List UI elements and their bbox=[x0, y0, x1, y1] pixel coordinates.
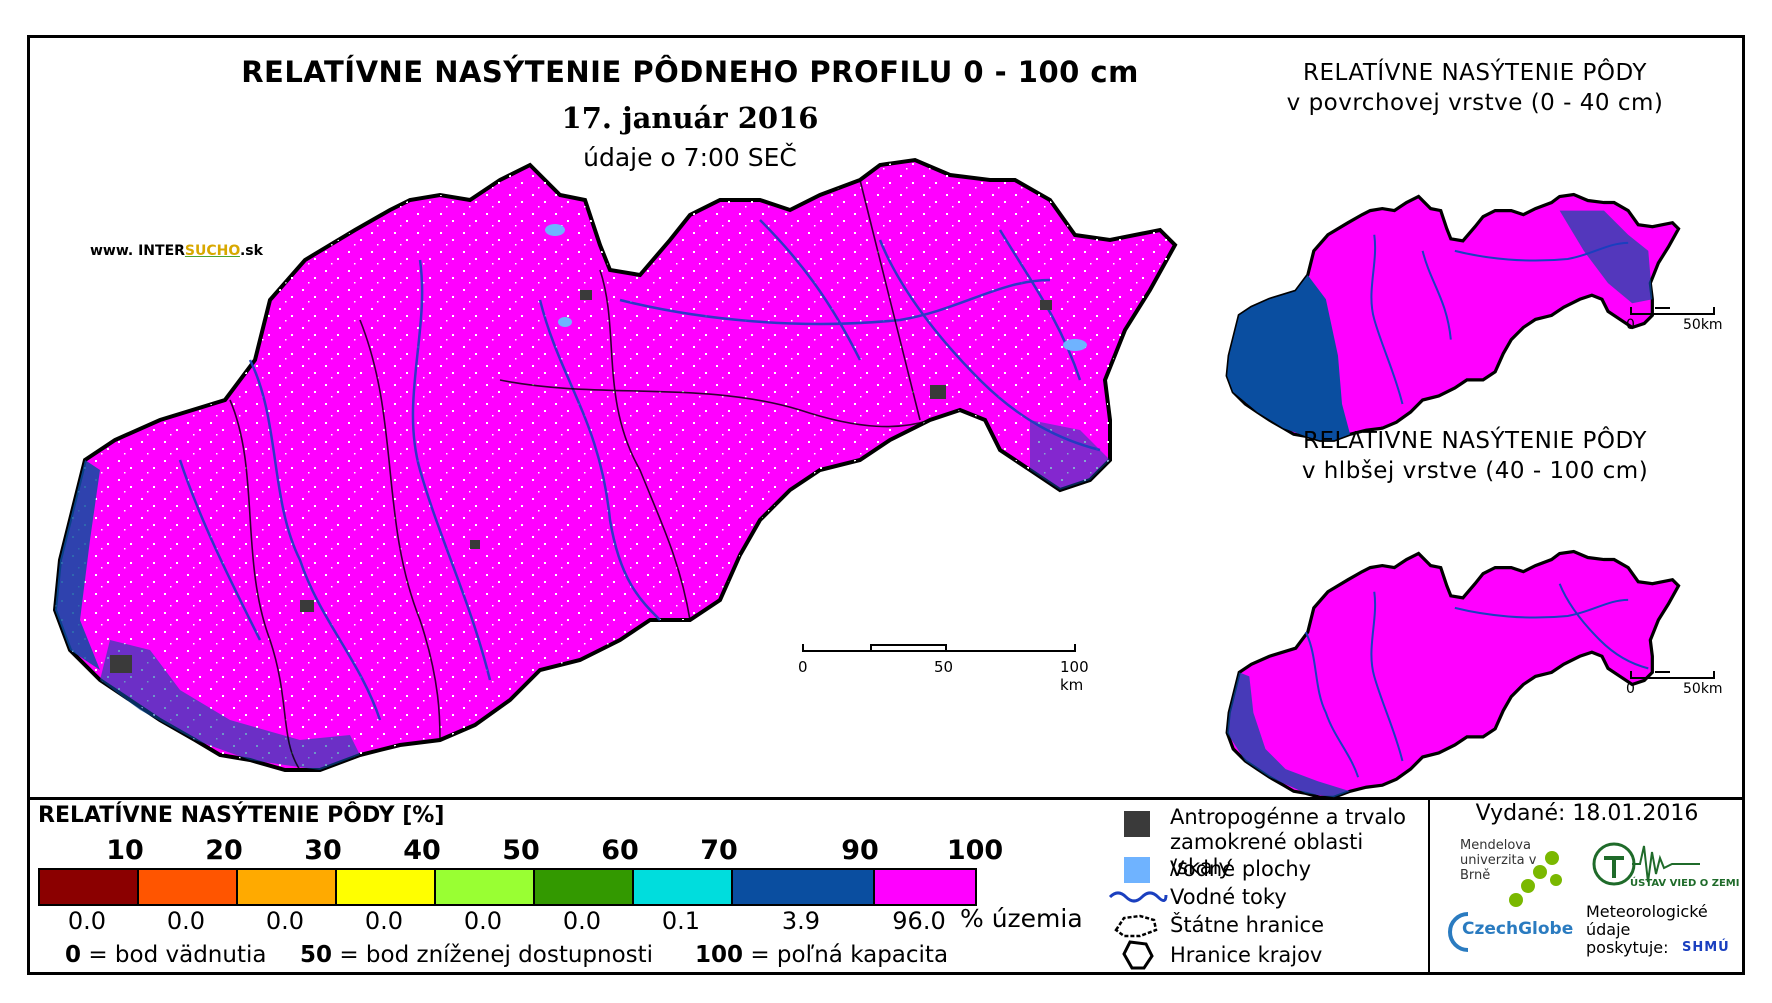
website-link[interactable]: www. INTERSUCHO.sk bbox=[90, 243, 263, 259]
legend-swatch bbox=[238, 870, 337, 904]
issued-date: Vydané: 18.01.2016 bbox=[1475, 801, 1699, 826]
side-scale-bar-2: 0 50km bbox=[1625, 669, 1735, 699]
ustav-logo-text: ÚSTAV VIED O ZEMI bbox=[1630, 878, 1740, 889]
map-frame bbox=[27, 35, 1745, 975]
separator-issued bbox=[1428, 797, 1430, 975]
legend-percent: 0.0 bbox=[166, 907, 206, 935]
wet-area-west bbox=[55, 460, 100, 670]
anthropogenic-areas bbox=[110, 290, 1052, 673]
legend-percent: 3.9 bbox=[781, 907, 821, 935]
anthropogenic-swatch-icon bbox=[1124, 811, 1150, 837]
side-map-2-title: RELATÍVNE NASÝTENIE PÔDY v hlbšej vrstve… bbox=[1301, 428, 1649, 484]
legend-threshold: 20 bbox=[205, 835, 243, 866]
slovakia-surface-layer bbox=[1225, 192, 1681, 442]
legend-region-border: Hranice krajov bbox=[1170, 943, 1323, 967]
legend-percent: 0.0 bbox=[265, 907, 305, 935]
legend-swatch bbox=[40, 870, 139, 904]
legend-definition: 100 = poľná kapacita bbox=[695, 942, 949, 968]
mendel-logo-text: Mendelova univerzita v Brně bbox=[1460, 838, 1537, 883]
legend-threshold: 100 bbox=[946, 835, 1004, 866]
legend-band bbox=[27, 797, 1745, 978]
legend-percent: 96.0 bbox=[892, 907, 946, 935]
map-time: údaje o 7:00 SEČ bbox=[583, 143, 797, 172]
state-border-icon bbox=[1114, 914, 1158, 938]
legend-swatch bbox=[733, 870, 875, 904]
legend-water-streams: Vodné toky bbox=[1170, 885, 1287, 909]
legend-state-border: Štátne hranice bbox=[1170, 913, 1324, 937]
legend-swatch bbox=[436, 870, 535, 904]
rivers bbox=[178, 219, 1101, 721]
legend-threshold: 70 bbox=[700, 835, 738, 866]
legend-swatch bbox=[139, 870, 238, 904]
legend-threshold: 60 bbox=[601, 835, 639, 866]
legend-swatch bbox=[634, 870, 733, 904]
legend-percent: 0.0 bbox=[67, 907, 107, 935]
ustav-logo-icon bbox=[1592, 842, 1700, 886]
legend-water-bodies: Vodné plochy bbox=[1170, 857, 1312, 881]
side-scale-bar-1: 0 50km bbox=[1625, 305, 1735, 335]
region-borders bbox=[229, 179, 931, 771]
provider-text: Meteorologické údaje poskytuje: bbox=[1586, 902, 1708, 957]
legend-threshold: 50 bbox=[502, 835, 540, 866]
water-bodies bbox=[545, 224, 1087, 351]
main-scale-bar: 0 50 100 km bbox=[790, 640, 1090, 694]
legend-percent: 0.0 bbox=[463, 907, 503, 935]
legend-threshold: 30 bbox=[304, 835, 342, 866]
slovakia-main bbox=[52, 157, 1178, 772]
legend-anthropogenic: Antropogénne a trvalo zamokrené oblasti … bbox=[1170, 805, 1406, 879]
wet-area-east bbox=[1030, 420, 1110, 490]
legend-unit: % územia bbox=[960, 904, 1083, 933]
czechglobe-logo: CzechGlobe bbox=[1462, 919, 1574, 939]
legend-definition: 50 = bod zníženej dostupnosti bbox=[300, 942, 654, 968]
legend-percent: 0.0 bbox=[364, 907, 404, 935]
wet-area-south bbox=[100, 640, 360, 770]
river-line-icon bbox=[1108, 891, 1168, 903]
water-body-swatch-icon bbox=[1124, 857, 1150, 883]
legend-threshold: 90 bbox=[841, 835, 879, 866]
shmu-logo: SHMÚ bbox=[1682, 940, 1730, 955]
legend-threshold: 40 bbox=[403, 835, 441, 866]
side-map-1-title: RELATÍVNE NASÝTENIE PÔDY v povrchovej vr… bbox=[1286, 60, 1664, 116]
czechglobe-arc-icon bbox=[1448, 912, 1469, 952]
legend-swatch bbox=[535, 870, 634, 904]
legend-percent: 0.1 bbox=[661, 907, 701, 935]
legend-color-bar bbox=[38, 868, 977, 906]
slovakia-deep-layer bbox=[1225, 549, 1681, 799]
mendel-dots-icon bbox=[1509, 851, 1562, 907]
legend-title: RELATÍVNE NASÝTENIE PÔDY [%] bbox=[38, 803, 445, 828]
map-title: RELATÍVNE NASÝTENIE PÔDNEHO PROFILU 0 - … bbox=[241, 55, 1139, 89]
legend-swatch bbox=[875, 870, 975, 904]
region-border-icon bbox=[1122, 940, 1154, 970]
legend-swatch bbox=[337, 870, 436, 904]
legend-definition: 0 = bod vädnutia bbox=[65, 942, 267, 968]
legend-percent: 0.0 bbox=[562, 907, 602, 935]
map-date: 17. január 2016 bbox=[561, 101, 819, 135]
legend-threshold: 10 bbox=[106, 835, 144, 866]
